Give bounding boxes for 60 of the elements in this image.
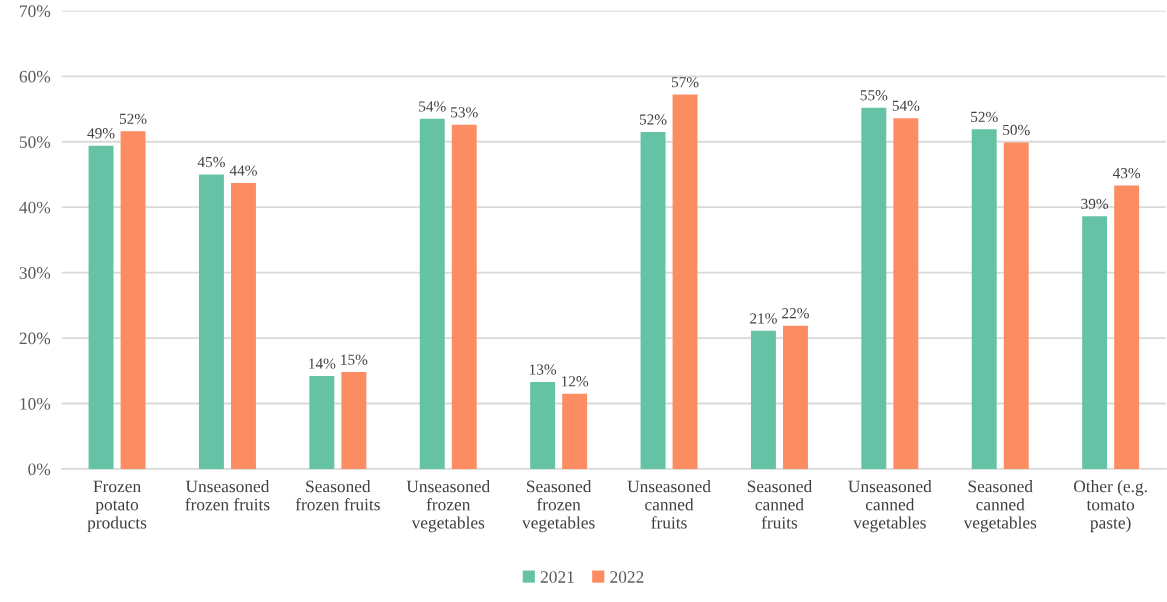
bar (782, 325, 808, 469)
x-tick-label: Unseasoned canned vegetables (848, 480, 932, 533)
x-tick-label: Other (e.g. tomato paste) (1073, 480, 1147, 533)
bar (120, 131, 146, 469)
data-label: 13% (529, 364, 557, 375)
bar (530, 381, 556, 469)
data-label: 50% (1003, 124, 1030, 136)
data-label: 22% (782, 308, 809, 319)
bar (672, 94, 698, 469)
data-label: 21% (750, 313, 777, 324)
y-tick-label: 60% (19, 70, 51, 83)
data-label: 45% (197, 156, 225, 168)
data-label: 55% (860, 90, 888, 101)
bar (419, 118, 445, 469)
x-tick-label: Unseasoned frozen fruits (185, 480, 270, 511)
legend-label: 2022 (610, 571, 644, 583)
data-label: 49% (87, 128, 115, 139)
y-tick-label: 0% (28, 463, 51, 476)
x-tick-label: Unseasoned frozen vegetables (406, 480, 490, 533)
y-tick-label: 20% (19, 332, 51, 345)
bar (1003, 142, 1029, 469)
bar (451, 124, 477, 469)
bar (1114, 185, 1140, 469)
bar (230, 182, 256, 469)
x-tick-label: Seasoned canned fruits (747, 480, 813, 529)
data-label: 52% (971, 111, 998, 123)
y-tick-label: 50% (19, 136, 51, 148)
x-tick-label: Seasoned frozen vegetables (522, 480, 595, 533)
bar (562, 393, 588, 469)
data-label: 43% (1112, 168, 1141, 179)
bar (640, 131, 666, 469)
legend-label: 2021 (540, 571, 574, 583)
data-label: 54% (419, 101, 446, 112)
data-label: 52% (119, 113, 147, 125)
x-tick-label: Seasoned frozen fruits (295, 480, 380, 511)
bar (971, 129, 997, 469)
x-tick-label: Frozen potato products (87, 480, 147, 533)
bar (893, 118, 919, 469)
y-tick-label: 30% (19, 267, 51, 279)
data-label: 39% (1081, 198, 1109, 210)
data-label: 12% (561, 376, 589, 387)
bar (88, 145, 114, 469)
data-label: 15% (341, 354, 368, 365)
bar (309, 376, 335, 469)
data-label: 54% (892, 100, 920, 111)
y-tick-label: 10% (20, 397, 51, 410)
bar (198, 174, 224, 469)
y-tick-label: 40% (19, 201, 51, 214)
data-label: 57% (671, 77, 699, 88)
bar (861, 107, 887, 469)
data-label: 53% (451, 107, 478, 118)
data-label: 44% (229, 165, 257, 176)
bar (750, 330, 776, 469)
bar (341, 372, 367, 469)
bar (1082, 216, 1108, 469)
data-label: 52% (639, 114, 667, 125)
data-label: 14% (309, 358, 336, 369)
y-tick-label: 70% (20, 5, 51, 18)
x-tick-label: Seasoned canned vegetables (963, 480, 1037, 533)
x-tick-label: Unseasoned canned fruits (627, 480, 711, 529)
